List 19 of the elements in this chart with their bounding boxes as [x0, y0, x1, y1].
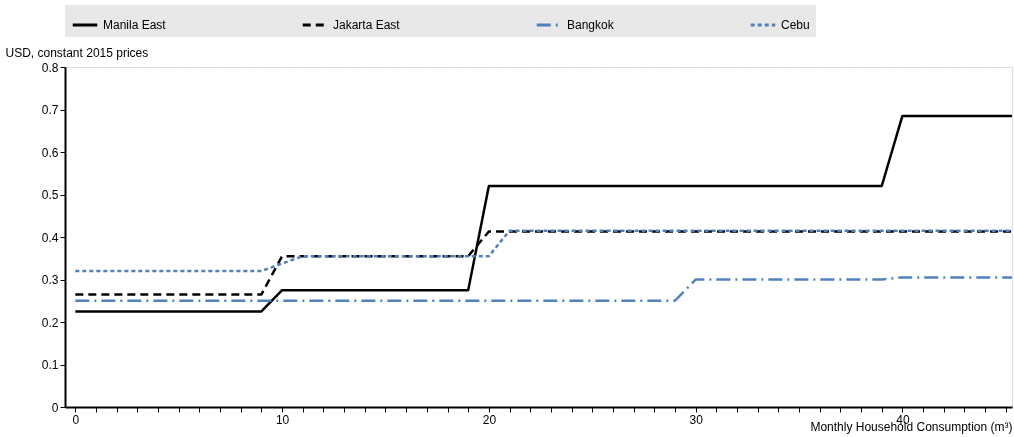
y-axis-title: USD, constant 2015 prices — [5, 45, 149, 60]
y-tick-label: 0.6 — [41, 145, 59, 160]
y-tick-label: 0.3 — [41, 273, 59, 287]
legend-label: Jakarta East — [333, 18, 401, 32]
legend-label: Cebu — [781, 18, 810, 32]
y-tick-label: 0.2 — [41, 315, 59, 330]
y-tick-label: 0.4 — [41, 230, 59, 245]
y-tick-label: 0.7 — [41, 103, 59, 117]
y-tick-label: 0 — [51, 400, 59, 415]
y-tick-label: 0.5 — [41, 188, 59, 202]
x-tick-label: 30 — [689, 412, 704, 427]
line-series — [74, 114, 1014, 313]
x-tick-label: 20 — [482, 412, 497, 427]
legend-label: Manila East — [103, 18, 167, 32]
x-tick-label: 0 — [72, 412, 80, 427]
y-tick-label: 0.1 — [41, 358, 59, 372]
legend-label: Bangkok — [567, 18, 615, 32]
x-tick-label: 10 — [275, 412, 290, 427]
y-tick-label: 0.8 — [41, 60, 59, 75]
